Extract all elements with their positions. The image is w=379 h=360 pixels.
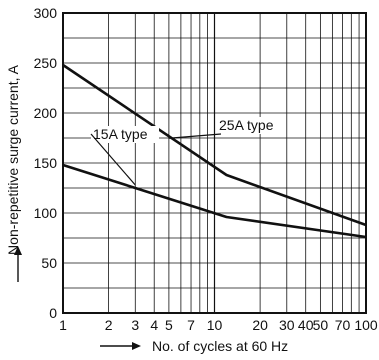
grid — [63, 13, 366, 313]
x-tick-label: 50 — [313, 317, 329, 333]
x-axis-arrow-head — [132, 342, 141, 350]
y-axis-label-group: Non-repetitive surge current, A — [5, 64, 22, 282]
series-line-15a-type — [62, 163, 367, 239]
y-tick-label: 0 — [49, 305, 57, 321]
x-tick-label: 5 — [165, 317, 173, 333]
x-tick-label: 40 — [298, 317, 314, 333]
y-tick-label: 250 — [34, 55, 58, 71]
annotation-label: 15A type — [93, 126, 148, 142]
series — [62, 63, 367, 239]
annotations: 25A type 15A type — [90, 117, 285, 186]
y-tick-label: 100 — [34, 205, 58, 221]
x-tick-label: 10 — [207, 317, 223, 333]
x-tick-label: 30 — [279, 317, 295, 333]
y-axis-arrow-head — [14, 246, 22, 255]
annotation-leader — [90, 133, 136, 186]
annotation-bg — [91, 126, 159, 143]
annotation-label: 25A type — [219, 117, 274, 133]
x-tick-label: 3 — [131, 317, 139, 333]
y-tick-label: 200 — [34, 105, 58, 121]
y-tick-label: 150 — [34, 155, 58, 171]
x-axis-label-group: No. of cycles at 60 Hz — [100, 338, 288, 354]
x-tick-label: 7 — [187, 317, 195, 333]
y-axis-label: Non-repetitive surge current, A — [5, 64, 21, 255]
x-axis-label: No. of cycles at 60 Hz — [152, 338, 288, 354]
x-tick-label: 20 — [252, 317, 268, 333]
y-tick-labels: 0 50 100 150 200 250 300 — [34, 5, 58, 321]
annotation-leader — [168, 133, 222, 139]
annotation-bg — [217, 117, 285, 134]
y-tick-label: 300 — [34, 5, 58, 21]
x-tick-label: 1 — [59, 317, 67, 333]
x-tick-labels: 1 2 3 4 5 7 10 20 30 40 50 70 100 — [59, 317, 378, 333]
x-tick-label: 2 — [105, 317, 113, 333]
series-line-25a-type — [62, 63, 367, 227]
y-tick-label: 50 — [41, 255, 57, 271]
plot-frame — [62, 12, 367, 314]
x-tick-label: 4 — [150, 317, 158, 333]
x-tick-label: 100 — [354, 317, 378, 333]
x-tick-label: 70 — [335, 317, 351, 333]
